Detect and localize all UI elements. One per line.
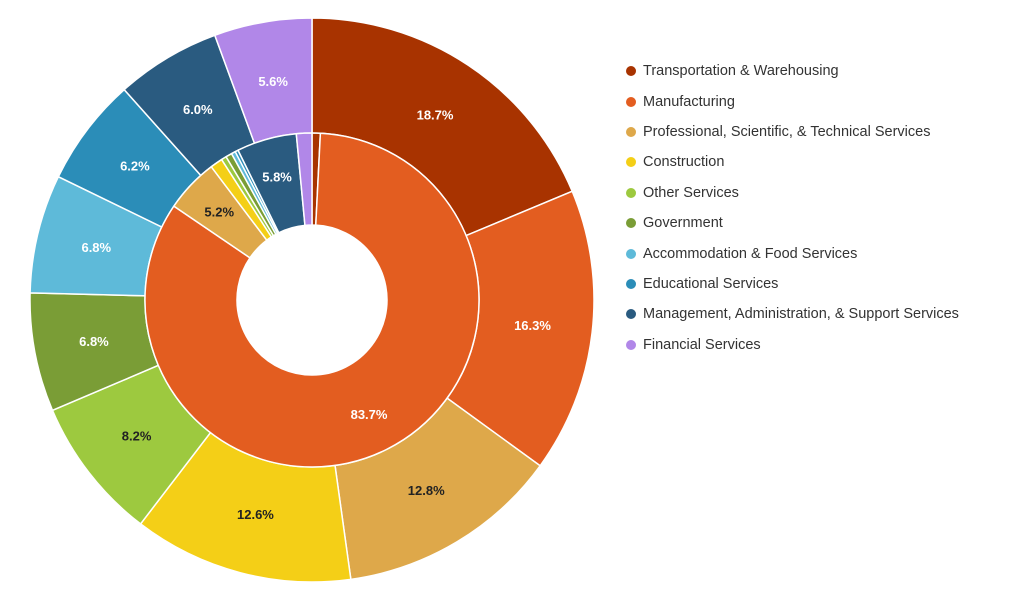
- outer-label-transportation-and-warehousing: 18.7%: [417, 108, 454, 123]
- outer-label-other-services: 8.2%: [122, 429, 152, 444]
- legend-label: Government: [643, 215, 723, 232]
- legend-marker: [626, 126, 636, 137]
- legend-label: Professional, Scientific, & Technical Se…: [643, 123, 931, 140]
- legend-item-transportation-and-warehousing[interactable]: Transportation & Warehousing: [626, 56, 959, 86]
- inner-label-management-administration-and-support-services: 5.8%: [262, 169, 292, 184]
- legend-marker: [626, 309, 636, 320]
- inner-label-manufacturing: 83.7%: [351, 407, 388, 422]
- outer-label-accommodation-and-food-services: 6.8%: [81, 240, 111, 255]
- legend-label: Construction: [643, 154, 725, 171]
- legend-marker: [626, 339, 636, 350]
- inner-slice-manufacturing: [144, 132, 480, 468]
- legend-label: Management, Administration, & Support Se…: [643, 306, 959, 323]
- legend-marker: [626, 66, 636, 77]
- legend-label: Accommodation & Food Services: [643, 245, 858, 262]
- inner-ring: [144, 132, 480, 468]
- inner-label-professional-scientific-and-technical-services: 5.2%: [204, 204, 234, 219]
- legend-item-educational-services[interactable]: Educational Services: [626, 269, 959, 299]
- legend-marker: [626, 218, 636, 229]
- legend-item-accommodation-and-food-services[interactable]: Accommodation & Food Services: [626, 238, 959, 268]
- legend-marker: [626, 96, 636, 107]
- legend-label: Manufacturing: [643, 93, 735, 110]
- legend-item-other-services[interactable]: Other Services: [626, 178, 959, 208]
- outer-label-government: 6.8%: [79, 334, 109, 349]
- outer-label-financial-services: 5.6%: [258, 74, 288, 89]
- legend-item-professional-scientific-and-technical-services[interactable]: Professional, Scientific, & Technical Se…: [626, 117, 959, 147]
- outer-label-educational-services: 6.2%: [120, 159, 150, 174]
- legend-item-government[interactable]: Government: [626, 208, 959, 238]
- legend-item-construction[interactable]: Construction: [626, 147, 959, 177]
- legend-label: Transportation & Warehousing: [643, 63, 839, 80]
- outer-label-professional-scientific-and-technical-services: 12.8%: [408, 483, 445, 498]
- outer-label-manufacturing: 16.3%: [514, 318, 551, 333]
- legend-item-financial-services[interactable]: Financial Services: [626, 330, 959, 360]
- outer-label-construction: 12.6%: [237, 507, 274, 522]
- legend-marker: [626, 278, 636, 289]
- legend: Transportation & Warehousing Manufacturin…: [626, 56, 959, 360]
- legend-label: Educational Services: [643, 275, 779, 292]
- legend-item-manufacturing[interactable]: Manufacturing: [626, 86, 959, 116]
- legend-item-management-administration-and-support-services[interactable]: Management, Administration, & Support Se…: [626, 299, 959, 329]
- legend-label: Financial Services: [643, 336, 761, 353]
- legend-marker: [626, 157, 636, 168]
- legend-marker: [626, 248, 636, 259]
- outer-ring: [29, 17, 595, 583]
- slice-labels: 18.7% 16.3% 12.8% 12.6% 8.2% 6.8% 6.8% 6.2% 6.0%…: [79, 74, 551, 522]
- legend-label: Other Services: [643, 184, 739, 201]
- inner-slice-financial-services: [295, 132, 313, 227]
- legend-marker: [626, 187, 636, 198]
- nested-donut-chart: 18.7% 16.3% 12.8% 12.6% 8.2% 6.8% 6.8% 6.2% 6.0%…: [29, 17, 595, 583]
- outer-label-management-administration-and-support-services: 6.0%: [183, 102, 213, 117]
